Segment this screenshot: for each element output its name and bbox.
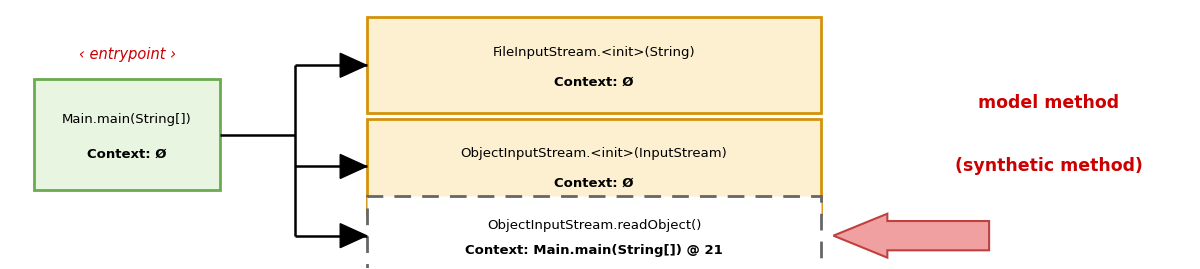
FancyArrow shape	[834, 214, 989, 258]
Text: Context: Ø: Context: Ø	[554, 177, 634, 190]
Text: Main.main(String[]): Main.main(String[])	[62, 114, 192, 126]
Text: Context: Main.main(String[]) @ 21: Context: Main.main(String[]) @ 21	[466, 243, 722, 257]
Text: model method: model method	[978, 94, 1120, 112]
FancyBboxPatch shape	[366, 17, 822, 113]
FancyBboxPatch shape	[35, 79, 220, 190]
Polygon shape	[341, 53, 366, 77]
Text: Context: Ø: Context: Ø	[88, 148, 167, 161]
FancyBboxPatch shape	[366, 196, 822, 269]
Text: ObjectInputStream.readObject(): ObjectInputStream.readObject()	[487, 219, 701, 232]
Text: Context: Ø: Context: Ø	[554, 76, 634, 89]
Polygon shape	[341, 224, 366, 248]
Text: (synthetic method): (synthetic method)	[955, 157, 1142, 175]
Text: ObjectInputStream.<init>(InputStream): ObjectInputStream.<init>(InputStream)	[461, 147, 727, 161]
Text: FileInputStream.<init>(String): FileInputStream.<init>(String)	[493, 46, 695, 59]
Polygon shape	[341, 154, 366, 178]
FancyBboxPatch shape	[366, 119, 822, 214]
Text: ‹ entrypoint ›: ‹ entrypoint ›	[78, 47, 175, 62]
